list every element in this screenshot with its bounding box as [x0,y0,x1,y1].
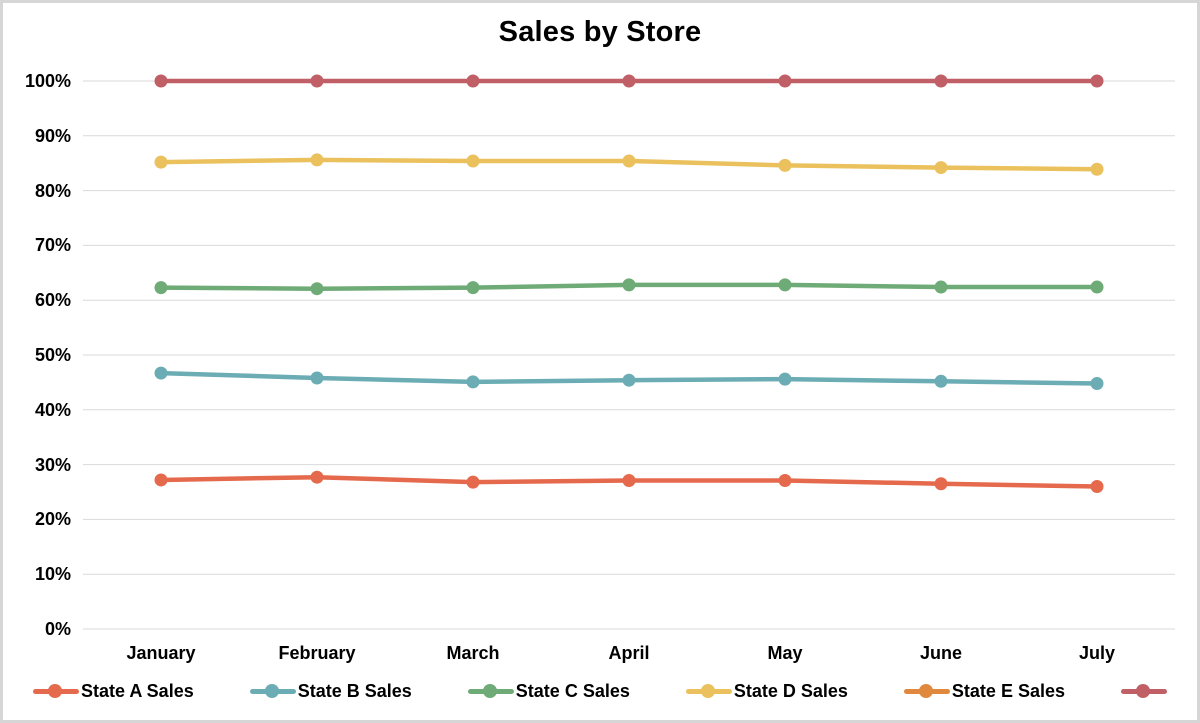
legend-label: State C Sales [515,680,630,701]
legend-item-state-a-sales: State A Sales [33,681,194,702]
y-axis-tick-label: 100% [24,71,71,91]
x-axis-label-june: June [919,643,962,663]
y-axis-tick-label: 10% [34,564,71,585]
data-point-unlabeled [466,74,480,88]
x-axis-label-may: May [767,643,803,663]
data-point-state-a-sales [466,475,480,489]
data-point-state-a-sales [622,473,636,487]
x-axis-label-march: March [446,643,500,663]
legend-marker-dot-icon [264,684,279,698]
data-point-state-d-sales [466,154,480,168]
x-axis-label-february: February [278,643,356,663]
data-point-state-d-sales [1090,162,1104,176]
data-point-state-b-sales [934,374,948,388]
legend-marker-icon [33,684,79,698]
plot-area [83,74,1175,630]
data-point-state-c-sales [466,281,480,295]
data-point-state-c-sales [622,278,636,292]
chart-title: Sales by Store [498,16,702,48]
legend-item-state-e-sales: State E Sales [903,680,1065,702]
data-point-state-a-sales [310,470,324,484]
x-axis-label-july: July [1078,643,1116,663]
x-axis-label-january: January [126,643,196,663]
data-point-state-b-sales [778,372,792,386]
data-point-state-b-sales [310,371,324,385]
legend-item-unlabeled [1120,684,1167,698]
data-point-state-a-sales [154,473,168,487]
data-point-state-d-sales [154,155,168,169]
data-point-state-a-sales [778,473,792,487]
legend-marker-icon [903,684,950,698]
data-point-state-d-sales [310,153,324,167]
legend-label: State B Sales [297,680,412,701]
legend-marker-dot-icon [918,684,933,698]
data-point-state-c-sales [1090,280,1104,294]
legend-marker-dot-icon [482,684,497,698]
data-point-state-c-sales [310,282,324,296]
legend-marker-dot-icon [700,684,715,698]
legend-marker-icon [1120,684,1167,698]
legend-marker-dot-icon [48,684,62,698]
data-point-unlabeled [310,74,324,88]
legend-item-state-d-sales: State D Sales [685,680,848,702]
x-axis-label-april: April [608,643,650,663]
legend-label: State E Sales [951,680,1065,701]
legend-marker-icon [467,684,514,698]
y-axis-tick-label: 60% [34,290,71,311]
legend: State A Sales State B Sales State C Sales S… [3,676,1197,706]
legend-label: State D Sales [733,680,848,701]
legend-item-state-c-sales: State C Sales [467,680,630,702]
data-point-state-a-sales [1090,480,1104,494]
legend-item-state-b-sales: State B Sales [249,680,412,702]
data-point-state-b-sales [622,373,636,387]
data-point-state-b-sales [154,366,168,380]
y-axis-tick-label: 40% [34,399,71,420]
data-point-state-b-sales [1090,376,1104,390]
legend-marker-icon [685,684,732,698]
data-point-state-d-sales [934,161,948,175]
data-point-state-c-sales [154,281,168,295]
data-point-state-c-sales [778,278,792,292]
y-axis-tick-label: 0% [44,619,71,639]
y-axis-tick-label: 50% [34,345,71,365]
data-point-unlabeled [154,74,168,88]
legend-label: State A Sales [81,680,194,701]
y-axis-tick-label: 70% [34,235,71,256]
data-point-unlabeled [622,74,636,88]
y-axis-tick-label: 30% [34,454,71,475]
y-axis-tick-label: 20% [34,509,71,530]
data-point-state-b-sales [466,375,480,389]
data-point-state-a-sales [934,477,948,491]
data-point-unlabeled [934,74,948,88]
data-point-unlabeled [778,74,792,88]
y-axis-tick-label: 90% [34,125,71,146]
data-point-unlabeled [1090,74,1104,88]
legend-marker-icon [249,684,296,698]
data-point-state-d-sales [778,158,792,172]
legend-marker-dot-icon [1135,684,1150,698]
data-point-state-d-sales [622,154,636,168]
y-axis-tick-label: 80% [34,180,71,201]
data-point-state-c-sales [934,280,948,294]
